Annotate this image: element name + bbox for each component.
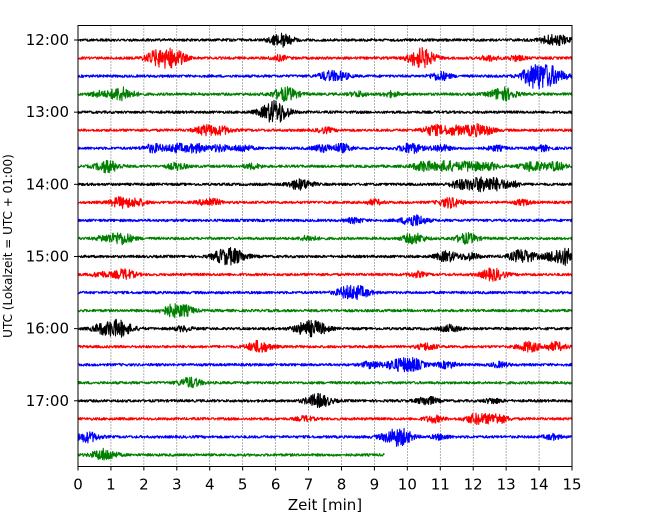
y-tick-label: 17:00 bbox=[26, 392, 69, 410]
trace-line bbox=[77, 86, 573, 102]
x-tick-label: 13 bbox=[497, 476, 516, 494]
trace-line bbox=[77, 32, 573, 48]
x-tick-label: 12 bbox=[464, 476, 483, 494]
x-tick-label: 5 bbox=[238, 476, 248, 494]
trace-line bbox=[77, 176, 573, 193]
x-tick-label: 14 bbox=[530, 476, 549, 494]
y-tick-label: 14:00 bbox=[26, 175, 69, 193]
trace-line bbox=[77, 284, 573, 301]
seismic-traces bbox=[77, 32, 573, 461]
x-tick-label: 4 bbox=[205, 476, 215, 494]
x-tick-label: 8 bbox=[337, 476, 347, 494]
x-tick-label: 1 bbox=[106, 476, 116, 494]
x-tick-label: 7 bbox=[304, 476, 314, 494]
trace-line bbox=[77, 63, 573, 90]
trace-line bbox=[77, 376, 573, 389]
trace-line bbox=[77, 427, 573, 447]
y-tick-label: 16:00 bbox=[26, 320, 69, 338]
trace-line bbox=[77, 246, 573, 267]
x-axis-title: Zeit [min] bbox=[288, 496, 362, 514]
trace-line bbox=[77, 46, 573, 69]
x-tick-label: 6 bbox=[271, 476, 281, 494]
trace-line bbox=[77, 392, 573, 409]
x-tick-label: 2 bbox=[139, 476, 149, 494]
y-tick-label: 12:00 bbox=[26, 31, 69, 49]
x-tick-label: 0 bbox=[73, 476, 83, 494]
trace-line bbox=[77, 303, 573, 319]
x-tick-label: 3 bbox=[172, 476, 182, 494]
x-tick-label: 9 bbox=[370, 476, 380, 494]
trace-line bbox=[77, 339, 573, 353]
trace-line bbox=[77, 318, 573, 338]
trace-line bbox=[77, 412, 573, 426]
plot-frame bbox=[77, 25, 573, 467]
trace-line bbox=[77, 142, 573, 155]
trace-line bbox=[77, 267, 573, 282]
trace-line bbox=[77, 231, 573, 246]
x-axis: 0 1 2 3 4 5 6 7 8 9 10 11 12 13 14 15 bbox=[73, 466, 582, 494]
trace-line bbox=[77, 123, 573, 138]
x-tick-label: 15 bbox=[562, 476, 581, 494]
y-tick-label: 13:00 bbox=[26, 103, 69, 121]
x-tick-label: 10 bbox=[398, 476, 417, 494]
trace-line bbox=[77, 447, 385, 461]
y-axis-title: UTC (Lokalzeit = UTC + 01:00) bbox=[1, 154, 15, 338]
trace-line bbox=[77, 214, 573, 227]
x-tick-label: 11 bbox=[431, 476, 450, 494]
y-tick-label: 15:00 bbox=[26, 247, 69, 265]
trace-line bbox=[77, 99, 573, 123]
trace-line bbox=[77, 159, 573, 174]
trace-line bbox=[77, 356, 573, 373]
y-axis: 12:00 13:00 14:00 15:00 16:00 17:00 bbox=[26, 31, 78, 410]
trace-line bbox=[77, 196, 573, 209]
